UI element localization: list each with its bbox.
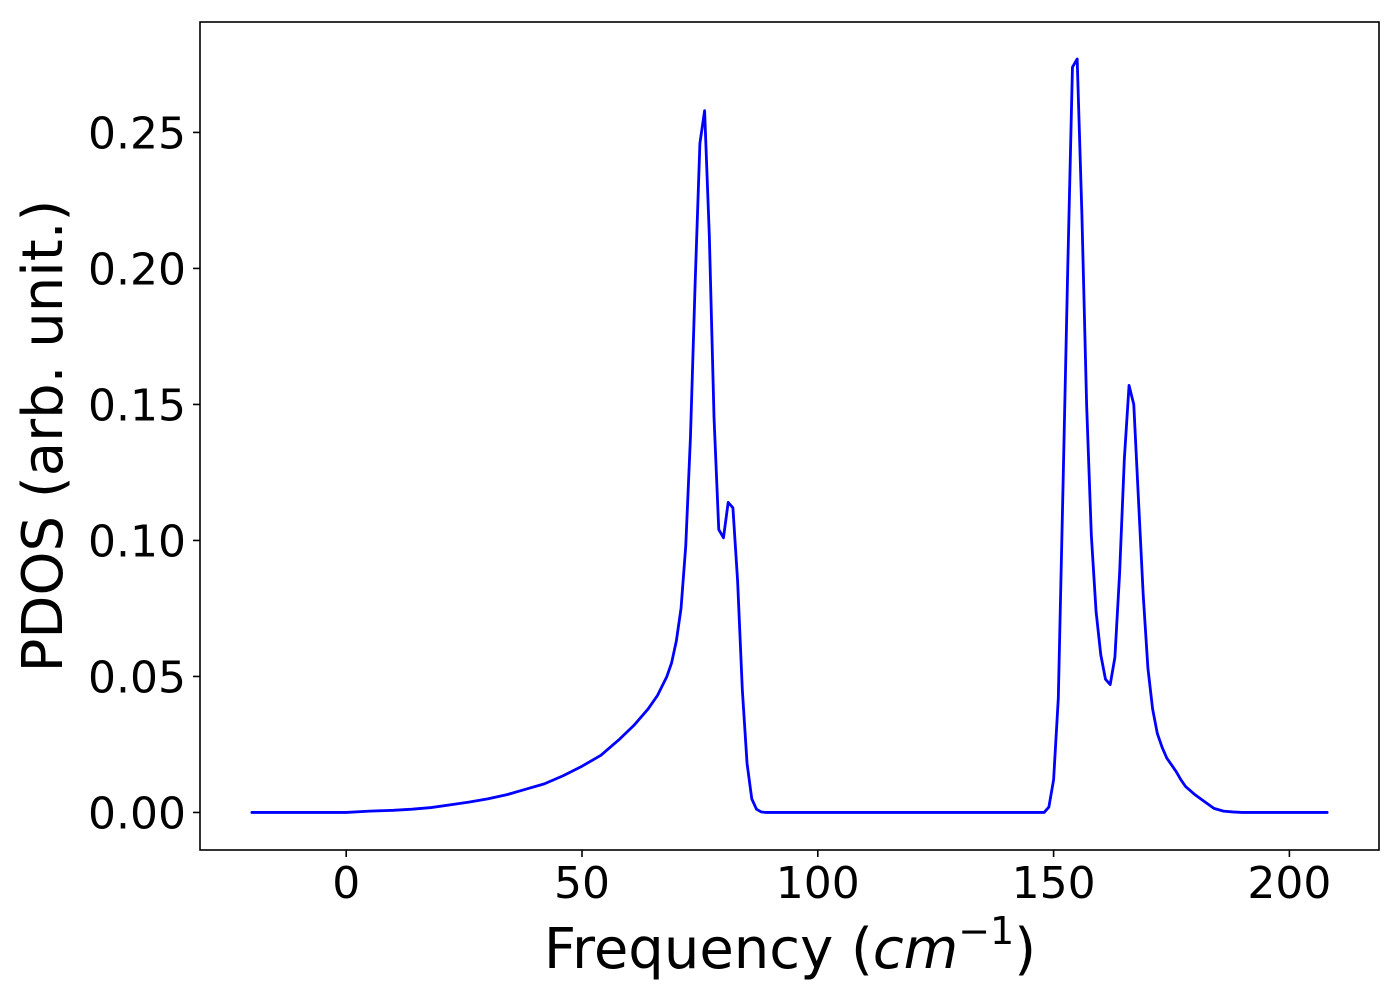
x-tick-label: 150 [1012, 858, 1096, 909]
y-tick-label: 0.15 [88, 380, 186, 431]
x-tick-label: 100 [776, 858, 860, 909]
x-axis-label-main: Frequency ( [544, 917, 873, 982]
y-tick-label: 0.20 [88, 244, 186, 295]
plot-area [199, 21, 1380, 851]
x-tick-label: 0 [332, 858, 360, 909]
y-tick-label: 0.25 [88, 108, 186, 159]
y-axis-label: PDOS (arb. unit.) [11, 200, 76, 673]
x-axis-label-superscript: −1 [958, 909, 1014, 953]
y-tick-label: 0.00 [88, 788, 186, 839]
x-tick-label: 50 [554, 858, 610, 909]
y-tick-label: 0.05 [88, 652, 186, 703]
y-tick-label: 0.10 [88, 516, 186, 567]
x-axis-label-close: ) [1014, 917, 1036, 982]
y-axis-ticks: 0.00 0.05 0.10 0.15 0.20 0.25 [88, 108, 200, 839]
pdos-series-line [250, 57, 1329, 814]
x-axis-label: Frequency (cm−1) [544, 909, 1036, 982]
x-tick-label: 200 [1247, 858, 1331, 909]
x-axis-label-math: cm [873, 917, 958, 982]
x-axis-ticks: 0 50 100 150 200 [332, 850, 1331, 909]
